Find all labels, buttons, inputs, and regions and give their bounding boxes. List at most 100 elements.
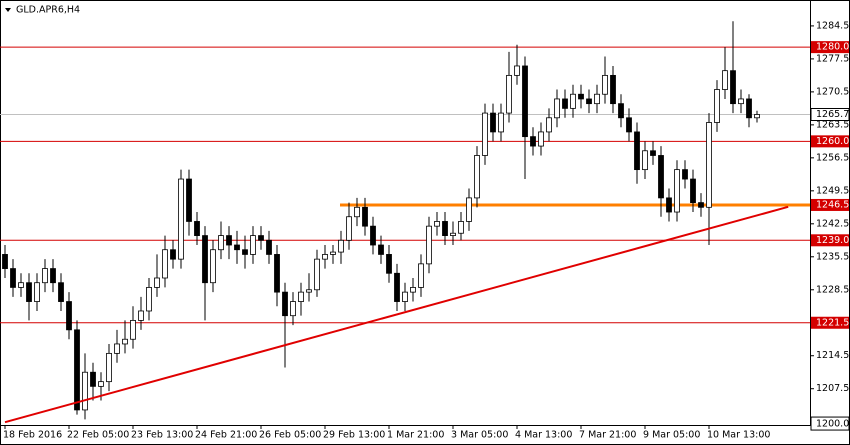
candle-body: [114, 343, 120, 354]
candle-body: [610, 74, 616, 105]
level-label: 1239.0: [816, 235, 849, 246]
candle-body: [434, 221, 440, 227]
candle-body: [226, 235, 232, 246]
chart-title: GLD.APR6,H4: [16, 5, 80, 16]
candle-body: [330, 251, 336, 255]
y-tick-label: 1284.5: [816, 20, 849, 31]
candle-body: [722, 70, 728, 90]
candle-body: [754, 114, 760, 119]
candle-body: [554, 98, 560, 119]
candle-body: [498, 112, 504, 133]
candle-body: [594, 93, 600, 105]
candle-body: [674, 169, 680, 213]
candle-body: [386, 254, 392, 274]
candle-body: [258, 235, 264, 241]
candle-body: [82, 371, 88, 411]
x-tick-label: 22 Feb 05:00: [67, 430, 129, 441]
candle-body: [410, 287, 416, 293]
y-tick-label: 1235.5: [816, 251, 849, 262]
level-label: 1221.5: [816, 317, 849, 328]
candle-body: [682, 169, 688, 180]
trend-line: [4, 205, 789, 424]
candle-body: [186, 178, 192, 222]
candle-body: [634, 131, 640, 171]
y-tick-label: 1277.5: [816, 53, 849, 64]
y-tick-label: 1263.5: [816, 119, 849, 130]
candle-body: [18, 282, 24, 288]
candle-body: [346, 216, 352, 241]
x-tick-label: 7 Mar 21:00: [579, 430, 636, 441]
y-tick-label: 1256.5: [816, 152, 849, 163]
candle-body: [418, 263, 424, 288]
candle-body: [562, 98, 568, 109]
candle-body: [90, 371, 96, 387]
candle-body: [42, 268, 48, 284]
candle-body: [2, 254, 8, 269]
level-box: [811, 41, 849, 54]
candle-body: [234, 244, 240, 251]
candle-body: [402, 291, 408, 302]
candle-body: [162, 249, 168, 279]
y-tick-label: 1228.5: [816, 284, 849, 295]
level-label: 1246.5: [816, 199, 849, 210]
candle-body: [314, 258, 320, 291]
candle-body: [130, 319, 136, 340]
candle-body: [698, 202, 704, 208]
candle-body: [466, 197, 472, 222]
candle-body: [666, 197, 672, 213]
candle-body: [658, 155, 664, 199]
candle-body: [170, 249, 176, 260]
x-tick-label: 9 Mar 05:00: [643, 430, 700, 441]
candle-body: [354, 206, 360, 218]
candle-body: [202, 235, 208, 284]
candle-body: [122, 338, 128, 345]
x-tick-label: 23 Feb 13:00: [131, 430, 193, 441]
candle-body: [290, 301, 296, 317]
candle-body: [442, 221, 448, 236]
candle-body: [34, 282, 40, 302]
candle-body: [538, 131, 544, 147]
candle-body: [474, 155, 480, 199]
level-box: [811, 198, 849, 211]
candle-body: [370, 225, 376, 246]
x-tick-label: 29 Feb 13:00: [323, 430, 385, 441]
x-tick-label: 26 Feb 05:00: [259, 430, 321, 441]
candle-body: [306, 289, 312, 293]
x-tick-label: 24 Feb 21:00: [195, 430, 257, 441]
candle-body: [378, 244, 384, 255]
y-tick-label: 1207.5: [816, 383, 849, 394]
candle-body: [338, 239, 344, 253]
candle-body: [578, 93, 584, 100]
menu-arrow: [5, 8, 11, 12]
candle-body: [730, 70, 736, 105]
candle-body: [522, 65, 528, 138]
level-box: [811, 135, 849, 148]
candle-body: [138, 310, 144, 321]
candle-body: [570, 93, 576, 109]
candle-body: [274, 254, 280, 293]
candle-body: [178, 178, 184, 260]
candle-body: [50, 268, 56, 284]
candle-body: [26, 282, 32, 302]
y-tick-label: 1249.5: [816, 185, 849, 196]
level-label: 1260.0: [816, 136, 849, 147]
level-box: [811, 316, 849, 329]
candle-body: [298, 291, 304, 302]
candle-body: [482, 112, 488, 156]
candle-body: [690, 178, 696, 204]
current-price-label: 1265.7: [816, 109, 849, 120]
candle-body: [458, 221, 464, 234]
candle-body: [242, 249, 248, 255]
candle-body: [218, 235, 224, 251]
candle-body: [626, 117, 632, 133]
candle-body: [738, 98, 744, 105]
candle-body: [282, 291, 288, 317]
candle-body: [98, 381, 104, 387]
x-tick-label: 3 Mar 05:00: [451, 430, 508, 441]
candle-body: [106, 352, 112, 383]
candle-body: [426, 225, 432, 265]
candle-body: [210, 249, 216, 284]
x-tick-label: 10 Mar 13:00: [707, 430, 770, 441]
